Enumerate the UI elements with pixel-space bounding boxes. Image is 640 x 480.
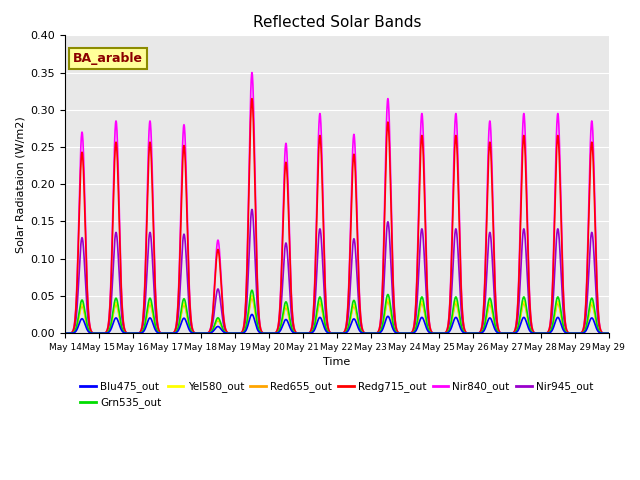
- X-axis label: Time: Time: [323, 358, 351, 368]
- Text: BA_arable: BA_arable: [73, 52, 143, 65]
- Legend: Blu475_out, Grn535_out, Yel580_out, Red655_out, Redg715_out, Nir840_out, Nir945_: Blu475_out, Grn535_out, Yel580_out, Red6…: [76, 377, 597, 412]
- Title: Reflected Solar Bands: Reflected Solar Bands: [253, 15, 421, 30]
- Y-axis label: Solar Radiataion (W/m2): Solar Radiataion (W/m2): [15, 116, 25, 252]
